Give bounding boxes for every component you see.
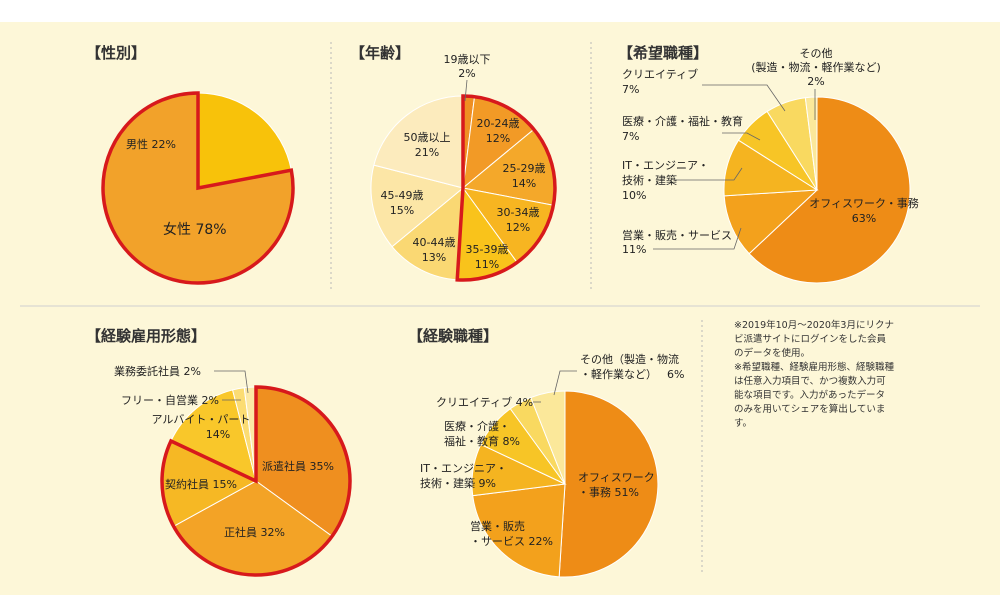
pie-slice-experienced-job-5 — [530, 390, 566, 485]
pie-age — [370, 94, 557, 282]
leader-employment-gyomu — [214, 370, 249, 394]
label-age-40-44: 40-44歳 — [413, 236, 456, 249]
value-desired-other: 2% — [807, 75, 824, 88]
label-age-20-24: 20-24歳 — [477, 117, 520, 130]
pie-slice-age-6 — [370, 164, 465, 248]
label-desired-medical: 医療・介護・福祉・教育 — [622, 114, 743, 128]
value-desired-medical: 7% — [622, 130, 639, 143]
leader-desired-medical — [722, 132, 761, 141]
pie-gender — [101, 91, 295, 285]
chart-title-desired-job: 【希望職種】 — [618, 44, 708, 62]
value-age-20-24: 12% — [486, 132, 510, 145]
label-age-45-49: 45-49歳 — [381, 189, 424, 202]
pie-slice-employment-3 — [170, 389, 257, 482]
footnote-line-1: ※2019年10月〜2020年3月にリクナビ派遣サイトにログインをした会員のデー… — [734, 320, 894, 359]
label-gender-male: 男性 22% — [126, 137, 176, 151]
label-desired-other-1: その他 — [800, 47, 833, 60]
leader-desired-sales — [653, 227, 742, 250]
pie-slice-gender-1 — [197, 92, 292, 189]
leader-desired-it — [675, 167, 743, 181]
value-desired-office: 63% — [852, 212, 876, 225]
label-exp-creative: クリエイティブ 4% — [436, 395, 533, 409]
pie-slice-experienced-job-0 — [558, 390, 659, 578]
value-age-19: 2% — [458, 67, 475, 80]
value-age-30-34: 12% — [506, 221, 530, 234]
label-employment-gyomu: 業務委託社員 2% — [114, 364, 201, 378]
label-employment-haken: 派遣社員 35% — [262, 459, 334, 473]
value-desired-it: 10% — [622, 189, 646, 202]
label-exp-office-1: オフィスワーク — [578, 471, 655, 484]
label-exp-other-2: ・軽作業など） 6% — [580, 368, 684, 381]
label-age-50: 50歳以上 — [404, 131, 451, 144]
pie-employment — [160, 385, 352, 577]
pie-slice-age-7 — [373, 95, 464, 189]
leader-age-19 — [464, 79, 468, 102]
footnote: ※2019年10月〜2020年3月にリクナビ派遣サイトにログインをした会員のデー… — [734, 319, 894, 431]
pie-slice-desired-job-0 — [748, 96, 911, 284]
value-age-50: 21% — [415, 146, 439, 159]
value-age-35-39: 11% — [475, 258, 499, 271]
label-exp-medical-1: 医療・介護・ — [444, 419, 510, 433]
footnote-line-2: ※希望職種、経験雇用形態、経験職種は任意入力項目で、かつ複数入力可能な項目です。… — [734, 362, 894, 429]
label-employment-seishain: 正社員 32% — [224, 525, 285, 539]
label-desired-it-1: IT・エンジニア・ — [622, 159, 709, 172]
label-exp-office-2: ・事務 51% — [578, 485, 639, 499]
pie-slice-experienced-job-1 — [472, 483, 566, 578]
label-desired-office: オフィスワーク・事務 — [809, 196, 919, 210]
label-exp-other-1: その他（製造・物流 — [580, 352, 679, 366]
highlight-outline-age — [455, 94, 557, 282]
highlight-outline-employment — [160, 385, 352, 577]
highlight-outline-gender — [101, 91, 295, 285]
value-employment-arubaito: 14% — [206, 428, 230, 441]
value-age-40-44: 13% — [422, 251, 446, 264]
label-employment-arubaito: アルバイト・パート — [152, 413, 251, 426]
label-desired-sales: 営業・販売・サービス — [622, 228, 732, 242]
label-age-30-34: 30-34歳 — [497, 206, 540, 219]
label-age-35-39: 35-39歳 — [466, 243, 509, 256]
label-exp-it-2: 技術・建築 9% — [420, 476, 496, 490]
pie-slice-age-5 — [391, 186, 464, 281]
chart-title-age: 【年齢】 — [350, 44, 410, 62]
pie-experienced-job — [471, 390, 659, 578]
label-age-25-29: 25-29歳 — [503, 162, 546, 175]
label-exp-it-1: IT・エンジニア・ — [420, 462, 507, 475]
label-gender-female: 女性 78% — [163, 221, 227, 238]
chart-title-gender: 【性別】 — [86, 44, 146, 62]
label-age-19: 19歳以下 — [444, 53, 491, 66]
pie-desired-job — [723, 96, 911, 284]
pie-slice-desired-job-5 — [804, 96, 818, 191]
label-exp-sales-1: 営業・販売 — [470, 519, 525, 533]
value-age-45-49: 15% — [390, 204, 414, 217]
label-employment-free: フリー・自営業 2% — [121, 393, 219, 407]
value-desired-creative: 7% — [622, 83, 639, 96]
value-age-25-29: 14% — [512, 177, 536, 190]
label-exp-sales-2: ・サービス 22% — [470, 535, 553, 548]
label-desired-other-2: (製造・物流・軽作業など) — [751, 60, 881, 74]
leader-exp-other — [553, 370, 577, 396]
value-desired-sales: 11% — [622, 243, 646, 256]
chart-title-experienced-job: 【経験職種】 — [408, 327, 498, 345]
label-desired-it-2: 技術・建築 — [622, 173, 677, 187]
label-exp-medical-2: 福祉・教育 8% — [444, 434, 520, 448]
label-employment-keiyaku: 契約社員 15% — [165, 477, 237, 491]
label-desired-creative: クリエイティブ — [622, 67, 698, 81]
leader-desired-creative — [702, 84, 786, 112]
chart-title-employment: 【経験雇用形態】 — [86, 327, 206, 345]
